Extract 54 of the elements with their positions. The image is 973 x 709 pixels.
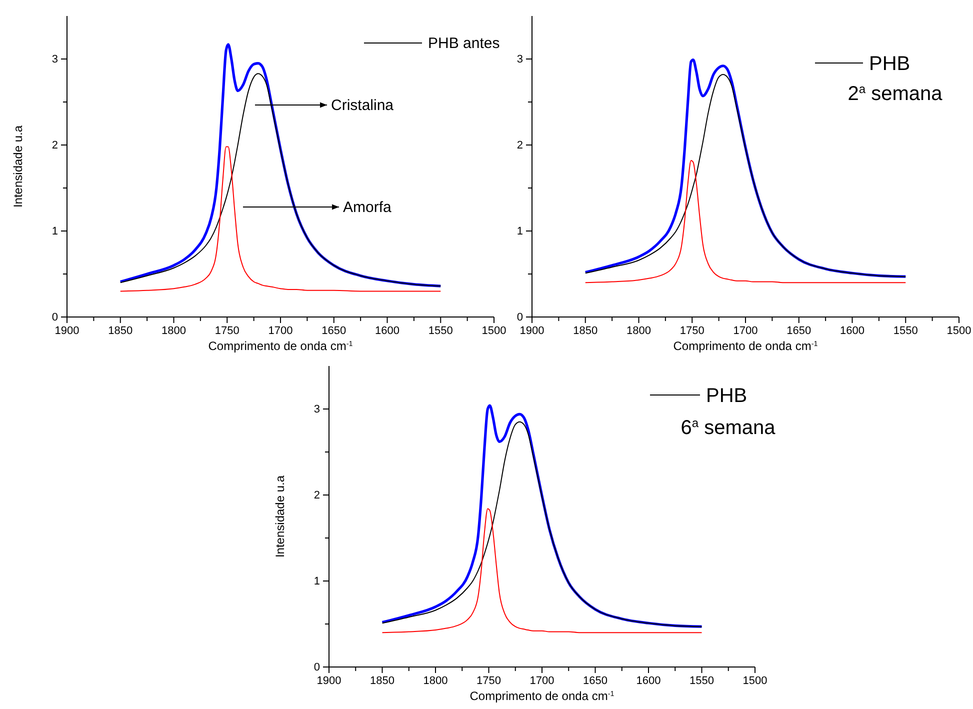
y-tick-label: 2 bbox=[314, 490, 320, 502]
y-tick-label: 1 bbox=[314, 576, 320, 588]
x-tick-label: 1850 bbox=[108, 324, 133, 337]
y-tick-label: 2 bbox=[52, 140, 58, 152]
x-tick-label: 1500 bbox=[482, 324, 506, 337]
x-tick-label: 1850 bbox=[573, 324, 598, 337]
x-tick-label: 1650 bbox=[322, 324, 346, 337]
x-axis-title: Comprimento de onda cm$^{-1}$ bbox=[673, 338, 818, 353]
x-tick-label: 1750 bbox=[680, 324, 704, 337]
x-tick-label: 1800 bbox=[626, 324, 651, 337]
y-tick-label: 1 bbox=[52, 226, 58, 238]
y-tick-label: 3 bbox=[314, 404, 320, 416]
x-tick-label: 1900 bbox=[54, 324, 80, 337]
y-tick-label: 0 bbox=[52, 312, 58, 324]
line-series bbox=[382, 508, 702, 634]
x-axis-title: Comprimento de onda cm$^{-1}$ bbox=[208, 338, 353, 353]
x-tick-label: 1700 bbox=[733, 324, 758, 337]
x-tick-label: 1800 bbox=[423, 674, 448, 687]
text: PHB bbox=[869, 53, 910, 75]
y-tick-label: 2 bbox=[516, 140, 523, 152]
x-axis-title: Comprimento de onda cm$^{-1}$ bbox=[470, 688, 614, 703]
text: PHB antes bbox=[428, 35, 500, 52]
text: 6$^{a}$ semana bbox=[680, 416, 776, 439]
text: PHB bbox=[706, 385, 748, 407]
y-tick-label: 1 bbox=[516, 226, 523, 238]
annotation: Amorfa bbox=[343, 199, 392, 216]
x-tick-label: 1650 bbox=[786, 324, 812, 337]
x-tick-label: 1700 bbox=[530, 674, 554, 687]
x-tick-label: 1550 bbox=[428, 324, 453, 337]
annotation: Cristalina bbox=[331, 97, 394, 114]
x-tick-label: 1900 bbox=[520, 324, 544, 337]
x-tick-label: 1750 bbox=[214, 324, 240, 337]
text: 2$^{a}$ semana bbox=[848, 82, 944, 105]
line-series bbox=[584, 160, 906, 284]
x-tick-label: 1700 bbox=[268, 324, 293, 337]
x-tick-label: 1650 bbox=[583, 674, 608, 687]
x-tick-label: 1750 bbox=[476, 674, 501, 687]
x-tick-label: 1500 bbox=[742, 674, 768, 687]
y-axis-title: Intensidade u.a bbox=[273, 475, 287, 558]
x-tick-label: 1900 bbox=[316, 674, 342, 687]
x-tick-label: 1550 bbox=[893, 324, 918, 337]
x-tick-label: 1800 bbox=[162, 324, 186, 337]
line-series bbox=[120, 146, 442, 292]
y-tick-label: 3 bbox=[52, 54, 58, 66]
y-tick-label: 3 bbox=[516, 54, 523, 66]
y-tick-label: 0 bbox=[516, 312, 523, 324]
x-tick-label: 1600 bbox=[375, 324, 400, 337]
x-tick-label: 1850 bbox=[370, 674, 394, 687]
x-tick-label: 1600 bbox=[636, 674, 661, 687]
y-axis-title: Intensidade u.a bbox=[11, 125, 25, 208]
x-tick-label: 1500 bbox=[946, 324, 972, 337]
x-tick-label: 1550 bbox=[690, 674, 714, 687]
y-tick-label: 0 bbox=[314, 662, 320, 674]
x-tick-label: 1600 bbox=[840, 324, 864, 337]
